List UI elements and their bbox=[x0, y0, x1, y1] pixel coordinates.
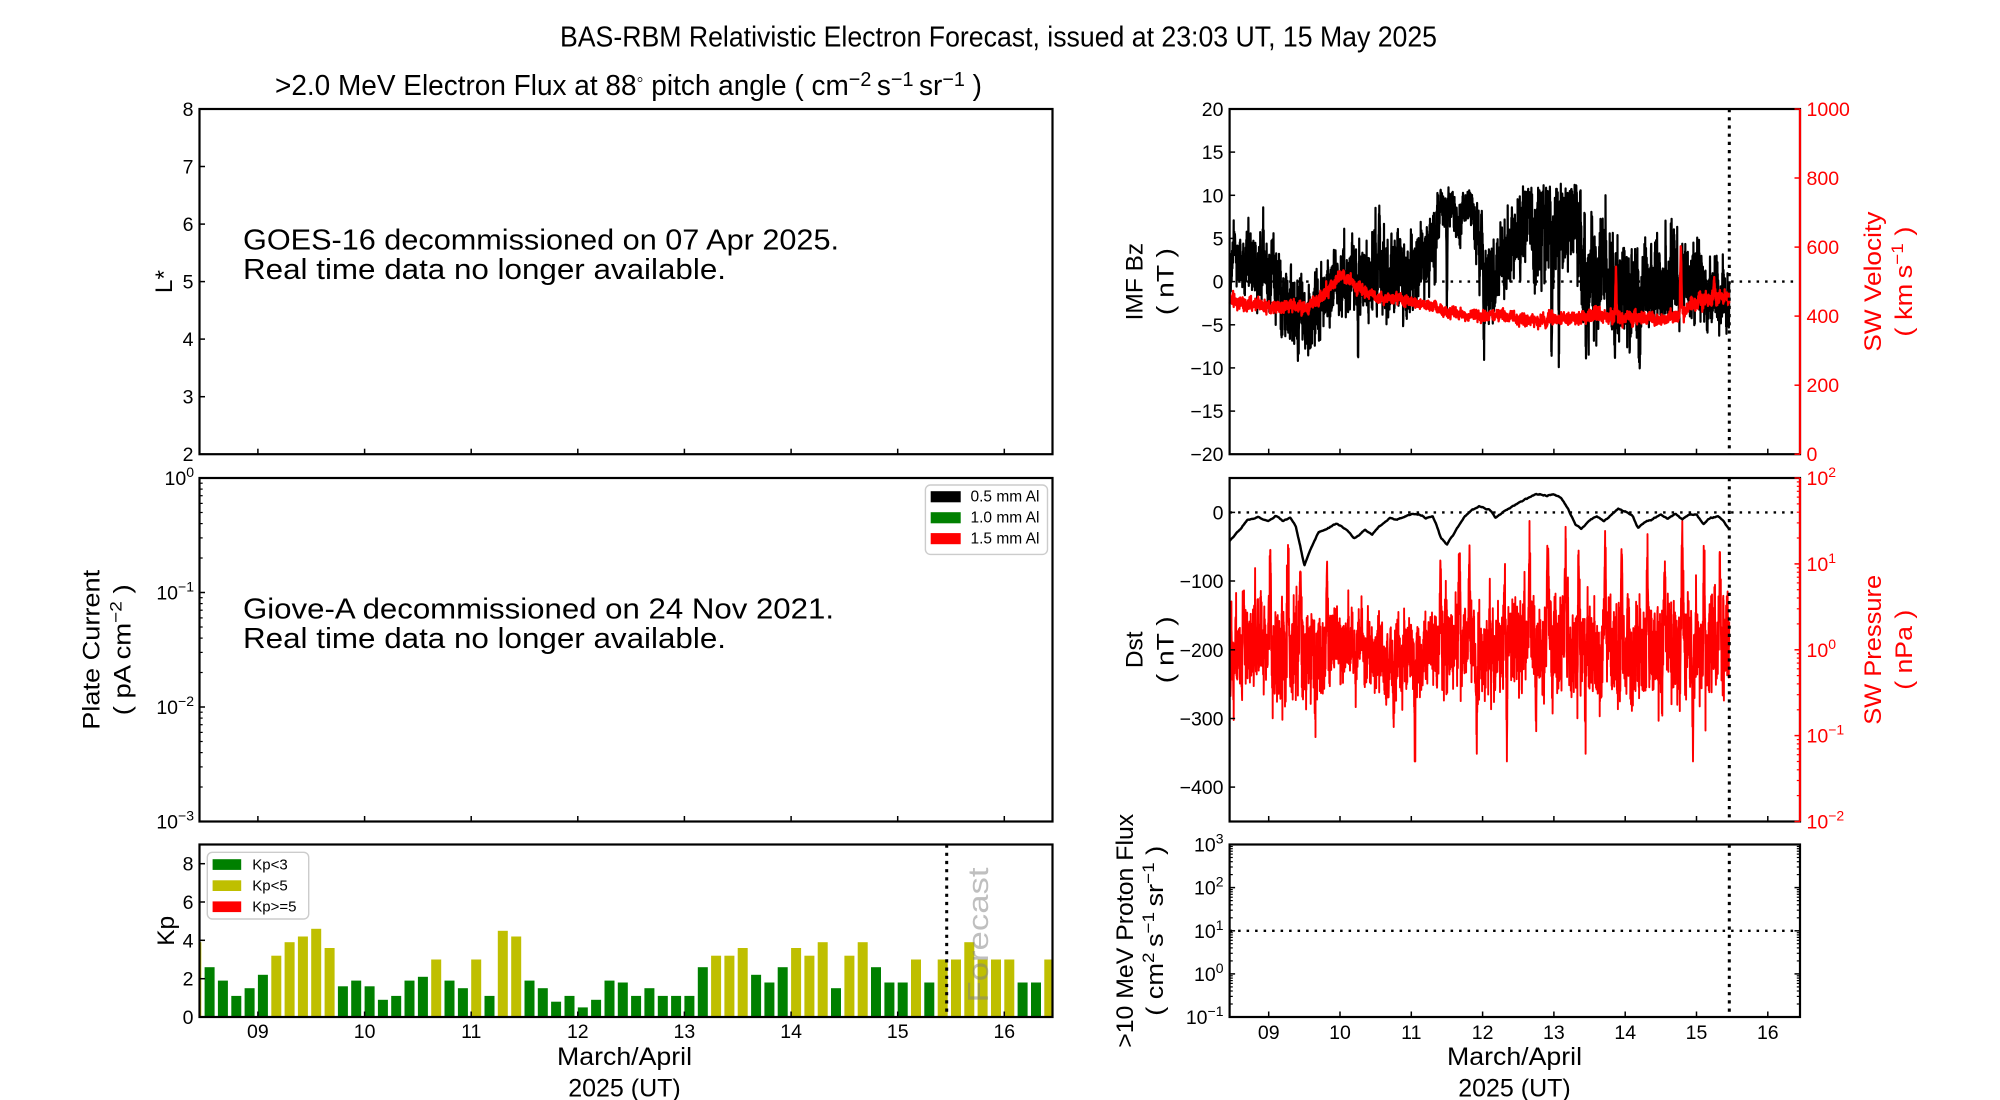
svg-text:Kp: Kp bbox=[153, 916, 180, 946]
svg-text:10−3: 10−3 bbox=[156, 808, 194, 834]
svg-text:10−2: 10−2 bbox=[156, 693, 194, 719]
svg-text:0: 0 bbox=[1213, 272, 1224, 294]
svg-text:100: 100 bbox=[165, 464, 195, 490]
svg-text:8: 8 bbox=[183, 99, 194, 121]
svg-text:Real time data no longer avail: Real time data no longer available. bbox=[243, 623, 726, 655]
svg-text:09: 09 bbox=[1258, 1022, 1280, 1044]
svg-text:−15: −15 bbox=[1190, 401, 1223, 423]
svg-text:10−1: 10−1 bbox=[1807, 722, 1845, 748]
svg-text:11: 11 bbox=[1401, 1022, 1421, 1044]
svg-text:L*: L* bbox=[151, 270, 178, 294]
svg-text:Dst: Dst bbox=[1122, 631, 1149, 668]
svg-text:0: 0 bbox=[183, 1007, 194, 1029]
svg-text:IMF Bz: IMF Bz bbox=[1122, 243, 1149, 321]
svg-text:Kp>=5: Kp>=5 bbox=[252, 899, 296, 916]
svg-text:Real time data no longer avail: Real time data no longer available. bbox=[243, 254, 726, 286]
svg-text:−400: −400 bbox=[1180, 777, 1224, 799]
svg-text:−20: −20 bbox=[1190, 444, 1223, 466]
svg-text:16: 16 bbox=[1757, 1022, 1779, 1044]
svg-text:12: 12 bbox=[567, 1021, 589, 1043]
svg-text:March/April: March/April bbox=[1447, 1043, 1582, 1071]
svg-text:1.5 mm Al: 1.5 mm Al bbox=[971, 530, 1040, 547]
svg-text:( nPa ): ( nPa ) bbox=[1891, 610, 1918, 690]
svg-text:Forecast: Forecast bbox=[963, 868, 995, 1003]
svg-text:2: 2 bbox=[183, 444, 194, 466]
svg-text:102: 102 bbox=[1194, 874, 1224, 900]
svg-text:400: 400 bbox=[1807, 306, 1840, 328]
svg-text:5: 5 bbox=[183, 272, 194, 294]
svg-text:SW Pressure: SW Pressure bbox=[1860, 575, 1887, 725]
svg-text:8: 8 bbox=[183, 854, 194, 876]
svg-text:BAS-RBM Relativistic Electron: BAS-RBM Relativistic Electron Forecast, … bbox=[560, 22, 1437, 54]
svg-text:−5: −5 bbox=[1201, 315, 1223, 337]
svg-text:600: 600 bbox=[1807, 237, 1840, 259]
svg-text:103: 103 bbox=[1194, 831, 1224, 857]
svg-text:Plate Current: Plate Current bbox=[79, 570, 106, 730]
svg-text:100: 100 bbox=[1194, 960, 1224, 986]
svg-text:12: 12 bbox=[1472, 1022, 1494, 1044]
svg-text:6: 6 bbox=[183, 214, 194, 236]
svg-text:15: 15 bbox=[887, 1021, 909, 1043]
svg-text:2025 (UT): 2025 (UT) bbox=[1458, 1075, 1571, 1100]
svg-text:11: 11 bbox=[461, 1021, 481, 1043]
svg-text:0: 0 bbox=[1807, 444, 1818, 466]
svg-text:10−2: 10−2 bbox=[1807, 808, 1845, 834]
svg-text:10: 10 bbox=[354, 1021, 376, 1043]
svg-text:13: 13 bbox=[1543, 1022, 1565, 1044]
svg-text:5: 5 bbox=[1213, 228, 1224, 250]
svg-text:( nT ): ( nT ) bbox=[1153, 248, 1180, 315]
svg-text:200: 200 bbox=[1807, 375, 1840, 397]
svg-text:101: 101 bbox=[1194, 917, 1224, 943]
svg-text:GOES-16 decommissioned on 07 A: GOES-16 decommissioned on 07 Apr 2025. bbox=[243, 225, 839, 257]
svg-text:−300: −300 bbox=[1180, 709, 1224, 731]
svg-text:13: 13 bbox=[674, 1021, 696, 1043]
svg-text:14: 14 bbox=[780, 1021, 802, 1043]
svg-text:( nT ): ( nT ) bbox=[1153, 616, 1180, 683]
svg-text:4: 4 bbox=[183, 329, 194, 351]
svg-text:Kp<3: Kp<3 bbox=[252, 856, 287, 873]
svg-text:7: 7 bbox=[183, 157, 194, 179]
svg-text:2025 (UT): 2025 (UT) bbox=[568, 1075, 681, 1100]
svg-text:1000: 1000 bbox=[1807, 99, 1851, 121]
svg-text:Kp<5: Kp<5 bbox=[252, 877, 287, 894]
svg-text:800: 800 bbox=[1807, 168, 1840, 190]
svg-text:>2.0 MeV Electron Flux at 88◦: >2.0 MeV Electron Flux at 88◦ pitch angl… bbox=[275, 68, 982, 102]
svg-text:0.5 mm Al: 0.5 mm Al bbox=[971, 489, 1040, 506]
svg-text:16: 16 bbox=[993, 1021, 1015, 1043]
svg-text:−200: −200 bbox=[1180, 640, 1224, 662]
svg-text:SW Velocity: SW Velocity bbox=[1860, 211, 1887, 352]
svg-text:( km s−1​ ): ( km s−1​ ) bbox=[1888, 227, 1918, 337]
svg-text:10−1: 10−1 bbox=[1186, 1003, 1224, 1029]
svg-text:14: 14 bbox=[1614, 1022, 1636, 1044]
svg-text:20: 20 bbox=[1202, 99, 1224, 121]
svg-text:−10: −10 bbox=[1190, 358, 1223, 380]
svg-text:4: 4 bbox=[183, 930, 194, 952]
svg-text:6: 6 bbox=[183, 892, 194, 914]
svg-text:101: 101 bbox=[1807, 550, 1837, 576]
svg-text:10−1: 10−1 bbox=[156, 579, 194, 605]
svg-text:3: 3 bbox=[183, 387, 194, 409]
svg-text:102: 102 bbox=[1807, 464, 1837, 490]
svg-text:1.0 mm Al: 1.0 mm Al bbox=[971, 510, 1040, 527]
svg-text:>10 MeV Proton Flux: >10 MeV Proton Flux bbox=[1112, 814, 1139, 1048]
svg-text:100: 100 bbox=[1807, 636, 1837, 662]
svg-text:15: 15 bbox=[1686, 1022, 1708, 1044]
svg-text:−100: −100 bbox=[1180, 571, 1224, 593]
svg-text:March/April: March/April bbox=[557, 1043, 692, 1071]
svg-text:0: 0 bbox=[1213, 502, 1224, 524]
svg-text:2: 2 bbox=[183, 969, 194, 991]
svg-text:09: 09 bbox=[247, 1021, 269, 1043]
svg-text:10: 10 bbox=[1202, 185, 1224, 207]
svg-text:15: 15 bbox=[1202, 142, 1224, 164]
svg-text:10: 10 bbox=[1329, 1022, 1351, 1044]
svg-text:Giove-A decommissioned on 24 N: Giove-A decommissioned on 24 Nov 2021. bbox=[243, 594, 834, 626]
